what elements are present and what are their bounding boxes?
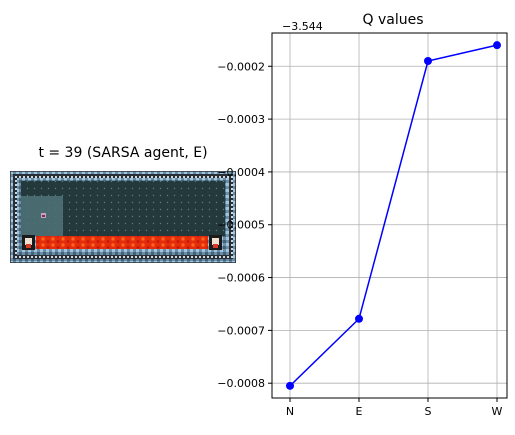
y-tick-label: −0.0004 (217, 166, 265, 179)
y-tick-label: −0.0003 (217, 113, 265, 126)
agent-frame-title: t = 39 (SARSA agent, E) (38, 145, 208, 161)
goal-right-sprite (209, 235, 222, 250)
agent-sprite (41, 213, 46, 218)
chart-title: Q values (362, 12, 423, 28)
plot-frame (271, 32, 508, 399)
gridworld-render (10, 171, 236, 263)
q-values-line (289, 44, 498, 387)
y-tick-label: −0.0007 (217, 324, 265, 337)
x-tick-label: S (425, 405, 432, 418)
q-value-point-N (286, 381, 294, 390)
x-tick-label: N (286, 405, 294, 418)
axes: −0.0008 −0.0007 −0.0006 −0.0005 −0.0004 −0.00… (217, 32, 508, 418)
x-tick-label: W (492, 405, 503, 418)
wall-edge-top (13, 174, 233, 178)
q-value-point-E (355, 314, 363, 323)
y-tick-label: −0.0002 (217, 60, 265, 73)
y-tick-label: −0.0006 (217, 272, 265, 285)
goal-left-sprite (22, 235, 35, 250)
y-tick-label: −0.0005 (217, 219, 265, 232)
series-layer (286, 41, 501, 390)
x-tick-label: E (356, 405, 363, 418)
wall-edge-left (13, 174, 17, 259)
q-value-point-W (493, 41, 501, 50)
grid-lines (272, 33, 507, 398)
wall-edge-right (229, 174, 233, 259)
y-offset-label: −3.544 (282, 20, 323, 33)
y-tick-label: −0.0008 (217, 377, 265, 390)
wall-edge-bottom (13, 255, 233, 259)
q-value-point-S (424, 56, 432, 65)
lava-strip (36, 236, 208, 249)
